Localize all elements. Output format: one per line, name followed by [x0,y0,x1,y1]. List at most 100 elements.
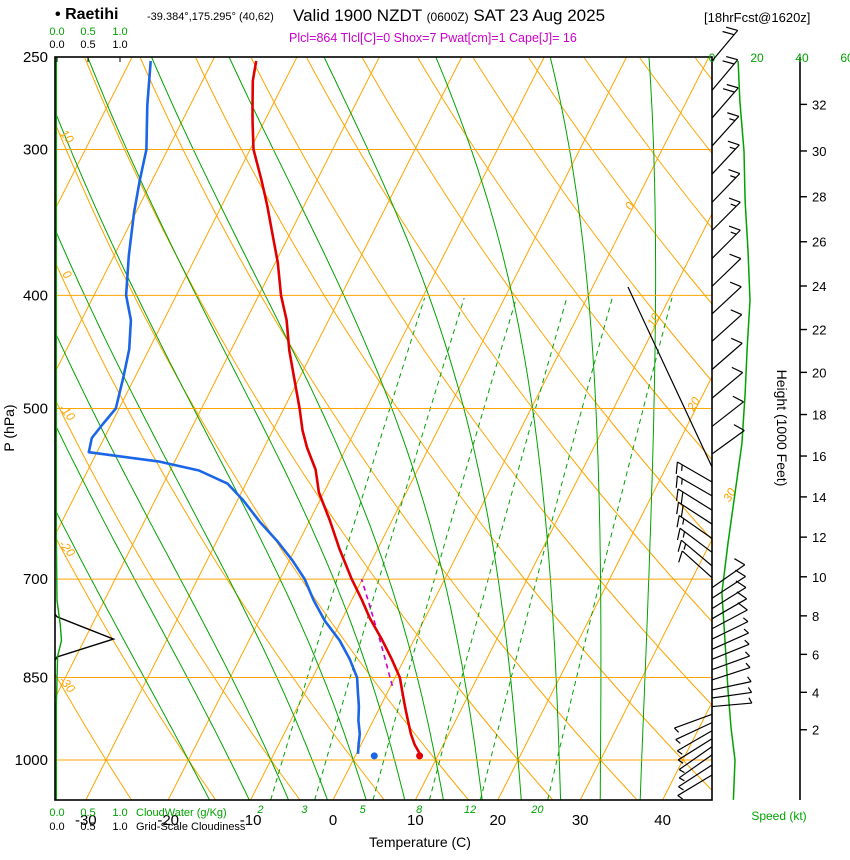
dry-adiabat-line [583,57,712,229]
dewpoint-curve [87,60,362,754]
wind-barb-half-feather [744,639,750,645]
surface-temperature-marker [416,752,424,760]
station-coords: -39.384°,175.295° (40,62) [147,11,274,23]
valid-prefix: Valid 1900 NZDT [293,6,422,25]
wind-barb-staff [711,314,743,342]
wind-barb-half-feather [747,676,752,682]
moist-adiabat-line [639,57,657,800]
aux-black-line [627,286,713,468]
wind-barb-half-feather [744,651,751,657]
wind-barb-feather [731,366,743,374]
wind-barb-staff [680,539,713,567]
height-tick-label: 22 [812,323,826,338]
wind-barb-staff [674,713,713,729]
mixing-ratio-label: 2 [256,804,263,816]
wind-barb-half-feather [677,750,683,755]
temperature-curve [251,60,421,755]
moist-adiabat-line [87,57,406,800]
dry-adiabat-line [55,535,217,800]
wind-barb-half-feather [677,795,684,800]
dry-adiabat-line [306,57,712,623]
dry-adiabat-line [250,57,712,706]
moist-adiabat-line [55,508,211,800]
height-tick-label: 30 [812,144,826,159]
temperature-tick-label: 0 [329,812,337,829]
wind-barb-feather [729,253,741,260]
mixing-ratio-line [479,297,613,800]
wind-barb-half-feather [747,687,753,693]
dry-adiabat-line [55,121,469,800]
height-tick-label: 26 [812,235,826,250]
wind-barb-half-feather [675,739,681,744]
wind-barb-feather [675,475,678,488]
speed-scale-label: 40 [795,51,809,65]
wind-barb-feather [735,569,746,578]
dry-adiabat-line [361,57,712,541]
dry-adiabat-label: -20 [56,537,78,560]
cloudwater-scale-bottom: 0.0 [49,807,64,819]
wind-barb-staff [677,774,713,797]
height-tick-label: 4 [812,685,819,700]
wind-barb-feather [737,602,748,611]
dry-adiabat-label: -10 [56,401,78,424]
wind-barb-half-feather [748,697,753,704]
height-tick-label: 10 [812,570,826,585]
wind-barb-staff [675,722,713,741]
wind-barb-half-feather [678,786,684,791]
height-tick-label: 28 [812,190,826,205]
wind-barb-staff [711,430,745,455]
wind-barb-staff [711,702,752,708]
dry-adiabat-line [55,673,132,800]
moist-adiabat-line [150,57,444,800]
speed-axis-title: Speed (kt) [751,809,806,823]
wind-barb-half-feather [677,759,684,764]
wind-barb-feather [729,281,742,288]
wind-barb-staff [711,598,747,620]
temperature-tick-label: -10 [240,812,262,829]
wind-barb-feather [728,197,741,203]
wind-barb-feather [728,225,741,231]
isotherm-line [579,538,712,800]
dry-adiabat-label: -30 [56,673,78,696]
pressure-tick-label: 300 [23,141,48,158]
wind-barb-feather [722,88,735,93]
isotherm-line [332,57,710,800]
mixing-ratio-line [428,297,568,800]
height-tick-label: 8 [812,609,819,624]
isotherm-line [55,57,133,211]
cloudiness-scale-top: 1.0 [112,39,127,51]
isotherm-label: 20 [684,394,703,414]
wind-barbs [673,26,753,800]
wind-barb-half-feather [730,175,737,179]
moist-adiabat-line [435,57,562,800]
mixing-ratio-line [372,297,517,800]
isotherm-line [497,375,712,800]
speed-scale-label: 60 [840,51,850,65]
wind-barb-feather [725,26,738,31]
wind-barb-staff [711,144,740,175]
pressure-tick-label: 400 [23,287,48,304]
wind-barb-half-feather [743,628,749,634]
dry-adiabat-line [84,57,554,800]
moist-adiabat-line [228,57,483,800]
wind-speed-curve [721,60,751,800]
wind-barb-half-feather [678,769,685,774]
wind-barb-half-feather [683,543,687,550]
wind-barb-staff [711,59,739,91]
wind-barb-staff [678,514,713,539]
cloudwater-scale-top: 0.0 [49,26,64,38]
wind-barb-staff [677,488,713,511]
wind-barb-staff [711,667,751,681]
temperature-axis-title: Temperature (C) [369,834,471,850]
wind-barb-staff [711,115,740,147]
height-tick-label: 12 [812,530,826,545]
wind-barb-staff [681,550,713,579]
speed-scale-label: 20 [750,51,764,65]
wind-barb-staff [711,576,746,599]
temperature-tick-label: 40 [654,812,671,829]
wind-barb-feather [675,461,678,474]
pressure-tick-label: 850 [23,670,48,687]
dry-adiabat-line [417,57,712,461]
